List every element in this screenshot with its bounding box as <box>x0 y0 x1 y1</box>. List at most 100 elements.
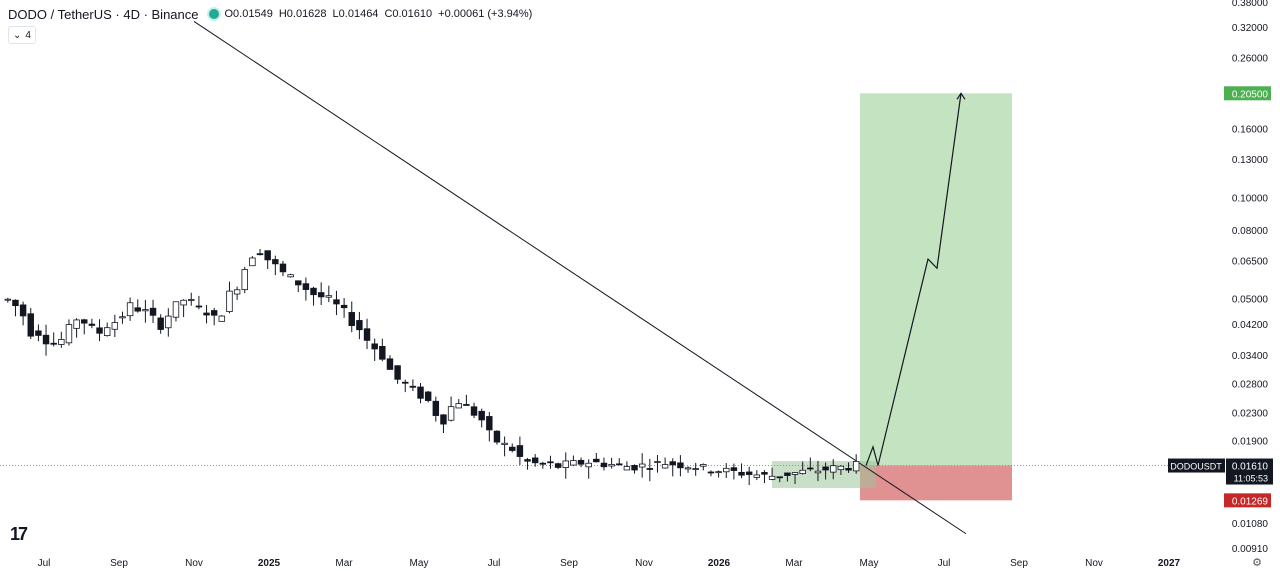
candle <box>35 330 42 336</box>
candle <box>165 315 172 329</box>
candle <box>524 459 531 462</box>
candle <box>738 471 745 476</box>
candle <box>310 287 317 296</box>
candle <box>417 386 424 399</box>
candle <box>570 460 577 466</box>
candle <box>669 461 676 466</box>
candle <box>325 295 333 298</box>
candle <box>424 391 432 401</box>
ohlc-change: +0.00061 (+3.94%) <box>438 8 533 20</box>
candle <box>776 476 783 479</box>
candle <box>600 462 608 468</box>
candle <box>837 465 845 471</box>
chart-header: DODO / TetherUS · 4D · Binance O0.01549 … <box>8 4 532 24</box>
candle <box>264 250 271 261</box>
indicator-count: 4 <box>25 29 31 41</box>
x-tick-label: May <box>860 558 879 569</box>
candle <box>654 461 661 463</box>
gear-icon[interactable]: ⚙ <box>1252 557 1262 569</box>
y-tick-label: 0.16000 <box>1232 125 1269 136</box>
x-tick-label: 2026 <box>708 558 731 569</box>
candle <box>723 467 730 473</box>
ohlc-low: L0.01464 <box>332 8 379 20</box>
candle <box>852 460 860 472</box>
candle <box>768 475 776 480</box>
candle <box>348 312 355 326</box>
candle <box>547 461 554 464</box>
x-tick-label: Jul <box>938 558 951 569</box>
candle <box>149 307 157 316</box>
last-price-badge <box>1226 458 1273 485</box>
symbol-title[interactable]: DODO / TetherUS · 4D · Binance <box>8 6 199 22</box>
target-price-label: 0.20500 <box>1232 89 1269 100</box>
y-tick-label: 0.38000 <box>1232 0 1269 9</box>
x-tick-label: Sep <box>110 558 128 569</box>
arrow-head-icon <box>956 92 966 100</box>
candle <box>531 457 539 464</box>
candle <box>516 445 524 457</box>
candle <box>791 472 799 475</box>
candle <box>371 343 378 350</box>
candle <box>402 381 409 384</box>
chevron-down-icon: ⌄ <box>13 29 22 41</box>
candle <box>638 463 646 468</box>
x-tick-label: Sep <box>560 558 578 569</box>
candle <box>470 406 478 416</box>
y-tick-label: 0.05000 <box>1232 295 1269 306</box>
candle <box>111 322 119 330</box>
candle <box>180 299 187 306</box>
candle <box>715 471 722 474</box>
candle <box>142 309 149 312</box>
candle <box>363 328 371 341</box>
target-zone <box>860 93 1012 466</box>
candle <box>256 253 264 256</box>
candle <box>707 471 715 474</box>
y-tick-label: 0.08000 <box>1232 226 1269 237</box>
candle <box>661 464 669 469</box>
candle <box>317 292 325 298</box>
projection-path <box>865 93 962 466</box>
candle <box>394 365 401 380</box>
candle <box>677 462 684 469</box>
ohlc-high: H0.01628 <box>278 8 327 20</box>
indicators-toggle[interactable]: ⌄ 4 <box>8 26 36 44</box>
candle <box>233 289 241 295</box>
candle <box>562 460 569 468</box>
candle <box>27 313 34 337</box>
y-tick-label: 0.06500 <box>1232 256 1269 267</box>
ohlc-open: O0.01549 <box>224 8 273 20</box>
candle <box>356 320 363 331</box>
candle <box>745 471 753 475</box>
candle <box>501 442 508 445</box>
candle <box>241 269 248 291</box>
candle <box>96 327 103 334</box>
candle <box>593 458 600 463</box>
y-tick-label: 0.04200 <box>1232 320 1269 331</box>
x-tick-label: Jul <box>488 558 501 569</box>
candle <box>103 327 111 337</box>
last-price-label: 0.01610 <box>1232 462 1269 473</box>
candle <box>493 430 501 443</box>
candle <box>623 466 631 471</box>
candle <box>134 307 141 312</box>
symbol-badge <box>1168 458 1225 473</box>
x-tick-label: 2027 <box>1158 558 1181 569</box>
stop-price-label: 0.01269 <box>1232 496 1269 507</box>
x-tick-label: Nov <box>635 558 653 569</box>
candle <box>845 468 852 471</box>
stop-zone <box>860 465 1012 501</box>
market-status-icon <box>208 9 219 19</box>
y-tick-label: 0.01900 <box>1232 436 1269 447</box>
target-price-badge <box>1224 86 1271 101</box>
y-tick-label: 0.26000 <box>1232 54 1269 65</box>
candle <box>226 290 233 313</box>
y-tick-label: 0.13000 <box>1232 155 1269 166</box>
x-tick-label: Nov <box>185 558 203 569</box>
candle <box>12 299 19 307</box>
candle <box>287 274 294 278</box>
candle <box>73 319 80 329</box>
candle <box>577 459 585 465</box>
x-tick-label: 2025 <box>258 558 281 569</box>
candle <box>753 474 761 478</box>
